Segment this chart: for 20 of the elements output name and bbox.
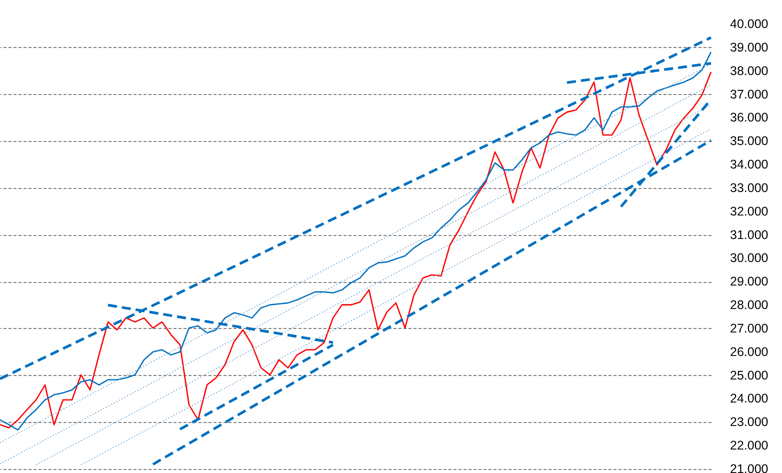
y-tick-label: 34.000: [730, 158, 768, 172]
y-tick-label: 37.000: [730, 87, 768, 102]
y-tick-label: 35.000: [730, 134, 768, 148]
y-tick-label: 38.000: [730, 64, 768, 78]
y-tick-label: 33.000: [730, 180, 768, 195]
y-tick-label: 23.000: [730, 415, 768, 430]
y-tick-label: 36.000: [730, 110, 768, 125]
y-tick-label: 32.000: [730, 204, 768, 218]
y-tick-label: 27.000: [730, 321, 768, 336]
y-tick-label: 28.000: [730, 298, 768, 312]
y-tick-label: 40.000: [730, 17, 768, 31]
y-tick-label: 31.000: [730, 228, 768, 242]
y-tick-label: 39.000: [730, 40, 768, 54]
y-tick-label: 22.000: [730, 438, 768, 453]
y-tick-label: 29.000: [730, 274, 768, 289]
y-tick-label: 24.000: [730, 392, 768, 406]
y-tick-label: 21.000: [730, 462, 768, 473]
y-tick-label: 26.000: [730, 344, 768, 359]
y-tick-label: 25.000: [730, 368, 768, 382]
y-tick-label: 30.000: [730, 251, 768, 266]
